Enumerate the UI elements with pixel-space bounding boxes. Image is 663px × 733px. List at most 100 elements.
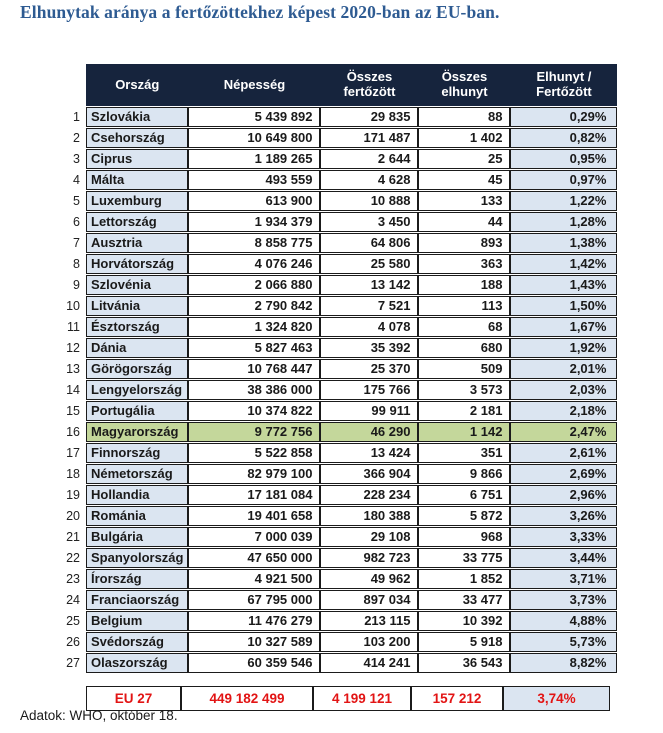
population-cell: 5 439 892	[188, 107, 321, 127]
infected-cell: 29 835	[320, 107, 419, 127]
row-rank: 4	[73, 172, 80, 187]
table-header-row: Ország Népesség Összes fertőzött Összes …	[62, 64, 618, 106]
population-cell: 1 189 265	[188, 149, 321, 169]
deceased-cell: 351	[418, 443, 511, 463]
eu-summary-infected: 4 199 121	[313, 686, 411, 711]
ratio-cell: 2,69%	[510, 464, 618, 484]
infected-cell: 366 904	[320, 464, 419, 484]
country-name-cell: Lettország	[86, 212, 189, 232]
population-cell: 17 181 084	[188, 485, 321, 505]
country-name-cell: Észtország	[86, 317, 189, 337]
country-name-cell: Svédország	[86, 632, 189, 652]
eu-summary-population: 449 182 499	[181, 686, 313, 711]
table-row: 24 Franciaország 67 795 000 897 034 33 477 3,…	[62, 590, 618, 610]
ratio-cell: 3,71%	[510, 569, 618, 589]
country-name-cell: Görögország	[86, 359, 189, 379]
eu-summary-table: EU 27 449 182 499 4 199 121 157 212 3,74…	[62, 686, 610, 711]
deceased-cell: 33 775	[418, 548, 511, 568]
ratio-cell: 1,43%	[510, 275, 618, 295]
row-rank: 2	[73, 130, 80, 145]
row-rank: 21	[66, 529, 80, 544]
country-name-cell: Franciaország	[86, 590, 189, 610]
table-row: 16 Magyarország 9 772 756 46 290 1 142 2,47%	[62, 422, 618, 442]
deceased-cell: 188	[418, 275, 511, 295]
ratio-cell: 1,50%	[510, 296, 618, 316]
ratio-cell: 3,26%	[510, 506, 618, 526]
countries-table: Ország Népesség Összes fertőzött Összes …	[62, 63, 618, 674]
deceased-cell: 45	[418, 170, 511, 190]
population-cell: 11 476 279	[188, 611, 321, 631]
row-rank: 9	[73, 277, 80, 292]
country-name-cell: Ciprus	[86, 149, 189, 169]
column-header-ratio: Elhunyt / Fertőzött	[510, 64, 618, 106]
ratio-cell: 1,22%	[510, 191, 618, 211]
row-rank: 5	[73, 193, 80, 208]
table-row: 21 Bulgária 7 000 039 29 108 968 3,33%	[62, 527, 618, 547]
population-cell: 10 768 447	[188, 359, 321, 379]
infected-cell: 35 392	[320, 338, 419, 358]
population-cell: 1 324 820	[188, 317, 321, 337]
infected-cell: 897 034	[320, 590, 419, 610]
row-rank: 20	[66, 508, 80, 523]
deceased-cell: 44	[418, 212, 511, 232]
table-row: 10 Litvánia 2 790 842 7 521 113 1,50%	[62, 296, 618, 316]
row-rank: 17	[66, 445, 80, 460]
infected-cell: 25 370	[320, 359, 419, 379]
ratio-cell: 2,47%	[510, 422, 618, 442]
infected-cell: 3 450	[320, 212, 419, 232]
row-rank: 26	[66, 634, 80, 649]
table-row: 8 Horvátország 4 076 246 25 580 363 1,42%	[62, 254, 618, 274]
ratio-cell: 1,92%	[510, 338, 618, 358]
population-cell: 8 858 775	[188, 233, 321, 253]
row-rank: 22	[66, 550, 80, 565]
ratio-cell: 3,44%	[510, 548, 618, 568]
ratio-cell: 0,29%	[510, 107, 618, 127]
table-row: 22 Spanyolország 47 650 000 982 723 33 775 3,…	[62, 548, 618, 568]
ratio-cell: 0,97%	[510, 170, 618, 190]
ratio-cell: 1,28%	[510, 212, 618, 232]
row-rank: 11	[67, 319, 80, 334]
ratio-cell: 3,73%	[510, 590, 618, 610]
column-header-country: Ország	[86, 64, 189, 106]
infected-cell: 982 723	[320, 548, 419, 568]
table-body: 1 Szlovákia 5 439 892 29 835 88 0,29% 2 Csehors…	[62, 107, 618, 673]
table-row: 20 Románia 19 401 658 180 388 5 872 3,26%	[62, 506, 618, 526]
population-cell: 5 827 463	[188, 338, 321, 358]
row-rank: 13	[66, 361, 80, 376]
row-rank: 18	[66, 466, 80, 481]
deceased-cell: 88	[418, 107, 511, 127]
deceased-cell: 6 751	[418, 485, 511, 505]
country-name-cell: Portugália	[86, 401, 189, 421]
country-name-cell: Litvánia	[86, 296, 189, 316]
country-name-cell: Románia	[86, 506, 189, 526]
deceased-cell: 893	[418, 233, 511, 253]
infected-cell: 13 142	[320, 275, 419, 295]
infected-cell: 99 911	[320, 401, 419, 421]
table-row: 27 Olaszország 60 359 546 414 241 36 543 8,82…	[62, 653, 618, 673]
deceased-cell: 1 402	[418, 128, 511, 148]
table-row: 3 Ciprus 1 189 265 2 644 25 0,95%	[62, 149, 618, 169]
infected-cell: 175 766	[320, 380, 419, 400]
infected-cell: 180 388	[320, 506, 419, 526]
column-header-infected: Összes fertőzött	[320, 64, 419, 106]
ratio-cell: 3,33%	[510, 527, 618, 547]
ratio-cell: 2,61%	[510, 443, 618, 463]
population-cell: 19 401 658	[188, 506, 321, 526]
infected-cell: 228 234	[320, 485, 419, 505]
country-name-cell: Szlovénia	[86, 275, 189, 295]
deceased-cell: 9 866	[418, 464, 511, 484]
ratio-cell: 2,01%	[510, 359, 618, 379]
deceased-cell: 3 573	[418, 380, 511, 400]
eu-summary-row: EU 27 449 182 499 4 199 121 157 212 3,74…	[62, 686, 610, 711]
table-row: 17 Finnország 5 522 858 13 424 351 2,61%	[62, 443, 618, 463]
infected-cell: 64 806	[320, 233, 419, 253]
ratio-cell: 0,95%	[510, 149, 618, 169]
deceased-cell: 5 872	[418, 506, 511, 526]
infected-cell: 414 241	[320, 653, 419, 673]
table-row: 5 Luxemburg 613 900 10 888 133 1,22%	[62, 191, 618, 211]
population-cell: 2 790 842	[188, 296, 321, 316]
infected-cell: 25 580	[320, 254, 419, 274]
country-name-cell: Horvátország	[86, 254, 189, 274]
row-rank: 6	[73, 214, 80, 229]
